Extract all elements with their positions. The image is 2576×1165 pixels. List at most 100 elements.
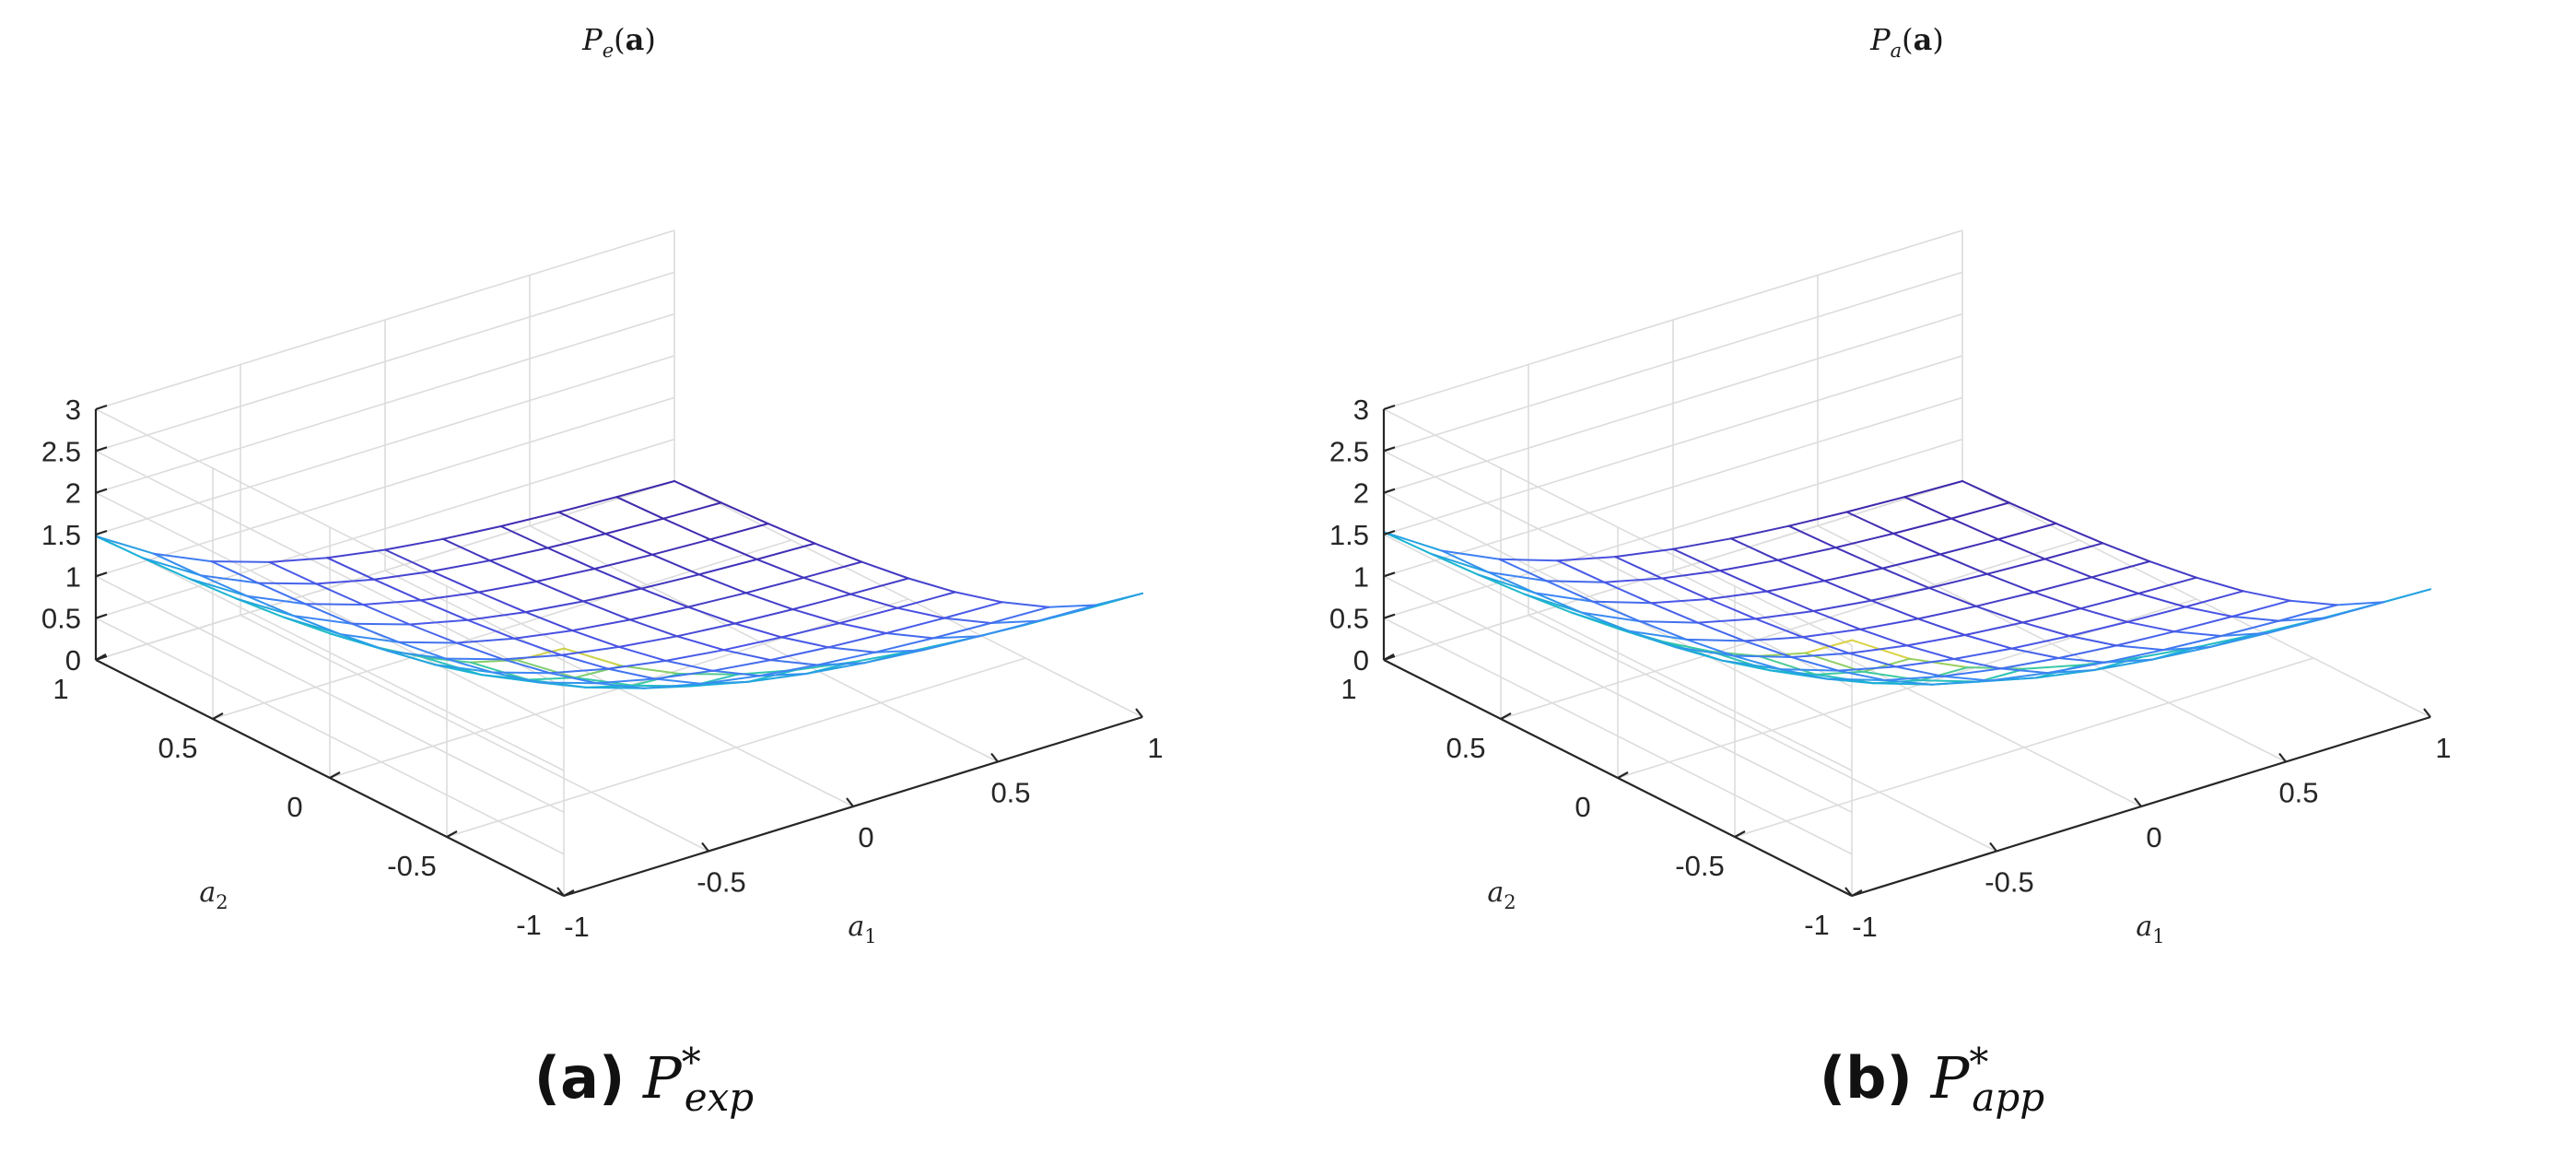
mesh-segment	[2173, 615, 2233, 633]
mesh-segment	[755, 542, 816, 560]
mesh-segment	[2383, 588, 2431, 604]
mesh-segment	[1974, 591, 2035, 607]
mesh-segment	[596, 677, 656, 685]
mesh-segment	[1639, 620, 1688, 641]
mesh-segment	[373, 578, 422, 602]
mesh-segment	[1870, 587, 1930, 602]
mesh-segment	[441, 525, 502, 540]
mesh-segment	[1685, 638, 1746, 642]
mesh-segment	[571, 618, 631, 632]
z-tick-label: 3	[1353, 394, 1369, 426]
a2-tick	[1500, 712, 1512, 720]
mesh-segment	[373, 570, 433, 581]
mesh-segment	[1834, 547, 1884, 570]
mesh-segment	[1884, 675, 1944, 681]
mesh-segment	[362, 599, 422, 606]
floor-grid-line	[212, 539, 792, 720]
mesh-segment	[430, 559, 491, 572]
z-tick-label: 1.5	[41, 519, 81, 551]
mesh-segment	[152, 552, 202, 577]
a1-tick-label: 0	[858, 821, 873, 853]
mesh-segment	[527, 677, 576, 681]
mesh-segment	[2046, 669, 2096, 675]
mesh-segment	[640, 573, 700, 590]
surface-plot-b: 0 0.5 1 1.5 2 2.5 3 -1 -0.5 0 0.5 1 -1 -0.5 0 0.5 1 a1 a2 P…	[1329, 22, 2452, 947]
mesh-segment	[2079, 607, 2129, 623]
mesh-segment	[662, 517, 711, 541]
floor-grid-line	[95, 480, 675, 661]
surface-plot-a: 0 0.5 1 1.5 2 2.5 3 -1 -0.5 0 0.5 1 -1 -0.5 0 0.5 1 a1 a2 P…	[41, 22, 1164, 947]
caption-a: (a) P*exp	[0, 1040, 1288, 1120]
mesh-segment	[2102, 542, 2151, 563]
mesh-segment	[2032, 591, 2082, 610]
mesh-segment	[1729, 537, 1779, 561]
caption-b: (b) P*app	[1288, 1040, 2576, 1120]
mesh-segment	[2195, 576, 2244, 593]
mesh-segment	[1001, 601, 1050, 608]
mesh-segment	[351, 622, 400, 643]
a2-tick-label: 1	[53, 673, 68, 705]
mesh-segment	[491, 671, 541, 684]
mesh-segment	[2277, 617, 2327, 622]
mesh-segment	[1710, 651, 1760, 657]
mesh-segment	[758, 673, 808, 677]
mesh-segment	[954, 591, 1003, 604]
mesh-segment	[1837, 669, 1886, 681]
mesh-segment	[1754, 618, 1804, 639]
mesh-segment	[1823, 567, 1884, 582]
a1-axis-label: a1	[2136, 911, 2164, 947]
mesh-segment	[1950, 501, 2010, 520]
axes	[1382, 404, 2431, 898]
mesh-segment	[1614, 556, 1663, 580]
mesh-segment	[502, 653, 563, 661]
mesh-segment	[408, 623, 458, 644]
mesh-segment	[1845, 511, 1895, 535]
mesh-segment	[1674, 646, 1735, 657]
mesh-segment	[1440, 549, 1501, 560]
mesh-segment	[1650, 602, 1699, 624]
mesh-segment	[1095, 592, 1143, 606]
mesh-segment	[1498, 558, 1548, 582]
mesh-segment	[419, 591, 480, 602]
mesh-segment	[1988, 672, 2049, 682]
mesh-segment	[304, 603, 364, 606]
mesh-segment	[2162, 635, 2222, 652]
mesh-segment	[557, 496, 618, 513]
mesh-segment	[524, 611, 574, 632]
mesh-segment	[2068, 620, 2129, 637]
mesh-segment	[1498, 558, 1559, 562]
mesh-segment	[419, 599, 469, 621]
mesh-segment	[1996, 522, 2057, 541]
a2-tick-label: -1	[1804, 909, 1830, 941]
floor-grid-line	[673, 480, 1143, 718]
mesh-segment	[2115, 644, 2164, 652]
mesh-segment	[2104, 658, 2153, 664]
a2-tick-label: 0.5	[158, 732, 197, 764]
z-tick-label: 2	[1353, 477, 1369, 510]
mesh-segment	[2137, 592, 2186, 608]
mesh-segment	[466, 611, 527, 621]
a2-tick-label: -0.5	[1675, 850, 1724, 882]
mesh-segment	[549, 672, 598, 685]
mesh-segment	[2021, 621, 2071, 637]
mesh-segment	[574, 677, 634, 687]
mesh-segment	[1815, 670, 1864, 676]
mesh-segment	[805, 662, 865, 675]
mesh-segment	[758, 664, 819, 677]
mesh-segment	[1779, 668, 1840, 672]
mesh-segment	[2093, 658, 2153, 671]
mesh-segment	[861, 560, 909, 580]
mesh-segment	[1963, 621, 2024, 636]
mesh-segment	[722, 649, 772, 662]
mesh-segment	[538, 681, 598, 685]
mesh-segment	[744, 576, 805, 594]
mesh-segment	[2010, 635, 2071, 650]
mesh-segment	[477, 591, 527, 614]
a1-tick	[556, 887, 565, 897]
a2-tick	[1851, 889, 1863, 897]
mesh-segment	[1999, 657, 2060, 670]
mesh-segment	[1487, 571, 1548, 582]
mesh-segment	[2231, 599, 2291, 618]
mesh-segment	[2090, 576, 2140, 594]
mesh-segment	[769, 659, 819, 666]
